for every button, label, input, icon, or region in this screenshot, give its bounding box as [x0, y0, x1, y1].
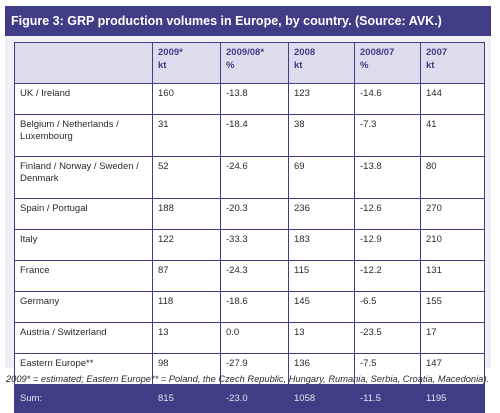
value-2009-cell: 31 [152, 114, 221, 157]
change-0807-cell: -7.3 [354, 114, 421, 157]
country-cell: Italy [14, 229, 153, 261]
change-0807-cell: -12.9 [354, 229, 421, 261]
header-2008-07: 2008/07% [354, 42, 421, 84]
table-row: Spain / Portugal 188 -20.3 236 -12.6 270 [14, 198, 485, 230]
value-2007-cell: 80 [420, 156, 485, 199]
country-cell: Spain / Portugal [14, 198, 153, 230]
footnote: 2009* = estimated; Eastern Europe** = Po… [6, 374, 490, 384]
country-cell: UK / Ireland [14, 83, 153, 115]
value-2009-cell: 160 [152, 83, 221, 115]
table-row: Finland / Norway / Sweden / Denmark 52 -… [14, 156, 485, 199]
value-2008-cell: 236 [288, 198, 355, 230]
country-cell: Eastern Europe** [14, 353, 153, 385]
header-country [14, 42, 153, 84]
sum-2008-cell: 1058 [288, 384, 355, 413]
change-0807-cell: -7.5 [354, 353, 421, 385]
sum-2007-cell: 1195 [420, 384, 485, 413]
value-2009-cell: 188 [152, 198, 221, 230]
change-0908-cell: -13.8 [220, 83, 289, 115]
table-row: Italy 122 -33.3 183 -12.9 210 [14, 229, 485, 261]
sum-2009-cell: 815 [152, 384, 221, 413]
value-2008-cell: 13 [288, 322, 355, 354]
sum-0807-cell: -11.5 [354, 384, 421, 413]
country-cell: Belgium / Netherlands / Luxembourg [14, 114, 153, 157]
table-row: Belgium / Netherlands / Luxembourg 31 -1… [14, 114, 485, 157]
value-2009-cell: 122 [152, 229, 221, 261]
value-2007-cell: 41 [420, 114, 485, 157]
change-0807-cell: -14.6 [354, 83, 421, 115]
value-2008-cell: 115 [288, 260, 355, 292]
country-cell: Austria / Switzerland [14, 322, 153, 354]
country-cell: Finland / Norway / Sweden / Denmark [14, 156, 153, 199]
header-2008: 2008 kt [288, 42, 355, 84]
value-2007-cell: 270 [420, 198, 485, 230]
value-2009-cell: 13 [152, 322, 221, 354]
value-2008-cell: 136 [288, 353, 355, 385]
production-table: 2009* kt 2009/08*% 2008 kt 2008/07% 2007 kt… [14, 42, 485, 413]
country-cell: France [14, 260, 153, 292]
change-0908-cell: 0.0 [220, 322, 289, 354]
table-row: UK / Ireland 160 -13.8 123 -14.6 144 [14, 83, 485, 115]
figure-panel: Figure 3: GRP production volumes in Euro… [5, 6, 491, 413]
header-row: 2009* kt 2009/08*% 2008 kt 2008/07% 2007 kt [14, 42, 485, 84]
header-2009-08: 2009/08*% [220, 42, 289, 84]
change-0908-cell: -18.6 [220, 291, 289, 323]
change-0908-cell: -33.3 [220, 229, 289, 261]
change-0807-cell: -13.8 [354, 156, 421, 199]
value-2007-cell: 155 [420, 291, 485, 323]
value-2007-cell: 131 [420, 260, 485, 292]
value-2008-cell: 183 [288, 229, 355, 261]
value-2009-cell: 52 [152, 156, 221, 199]
value-2007-cell: 144 [420, 83, 485, 115]
value-2007-cell: 147 [420, 353, 485, 385]
change-0908-cell: -27.9 [220, 353, 289, 385]
value-2008-cell: 69 [288, 156, 355, 199]
table-row: France 87 -24.3 115 -12.2 131 [14, 260, 485, 292]
country-cell: Germany [14, 291, 153, 323]
sum-label: Sum: [14, 384, 153, 413]
value-2008-cell: 123 [288, 83, 355, 115]
change-0807-cell: -12.2 [354, 260, 421, 292]
value-2007-cell: 17 [420, 322, 485, 354]
value-2008-cell: 38 [288, 114, 355, 157]
figure-title: Figure 3: GRP production volumes in Euro… [5, 6, 491, 36]
table-row: Germany 118 -18.6 145 -6.5 155 [14, 291, 485, 323]
change-0908-cell: -24.6 [220, 156, 289, 199]
table-row: Austria / Switzerland 13 0.0 13 -23.5 17 [14, 322, 485, 354]
sum-row: Sum: 815 -23.0 1058 -11.5 1195 [14, 384, 485, 413]
change-0908-cell: -18.4 [220, 114, 289, 157]
change-0908-cell: -20.3 [220, 198, 289, 230]
change-0807-cell: -6.5 [354, 291, 421, 323]
value-2008-cell: 145 [288, 291, 355, 323]
header-2007: 2007 kt [420, 42, 485, 84]
change-0908-cell: -24.3 [220, 260, 289, 292]
change-0807-cell: -23.5 [354, 322, 421, 354]
sum-0908-cell: -23.0 [220, 384, 289, 413]
table-row: Eastern Europe** 98 -27.9 136 -7.5 147 [14, 353, 485, 385]
change-0807-cell: -12.6 [354, 198, 421, 230]
value-2009-cell: 118 [152, 291, 221, 323]
value-2007-cell: 210 [420, 229, 485, 261]
value-2009-cell: 87 [152, 260, 221, 292]
header-2009: 2009* kt [152, 42, 221, 84]
